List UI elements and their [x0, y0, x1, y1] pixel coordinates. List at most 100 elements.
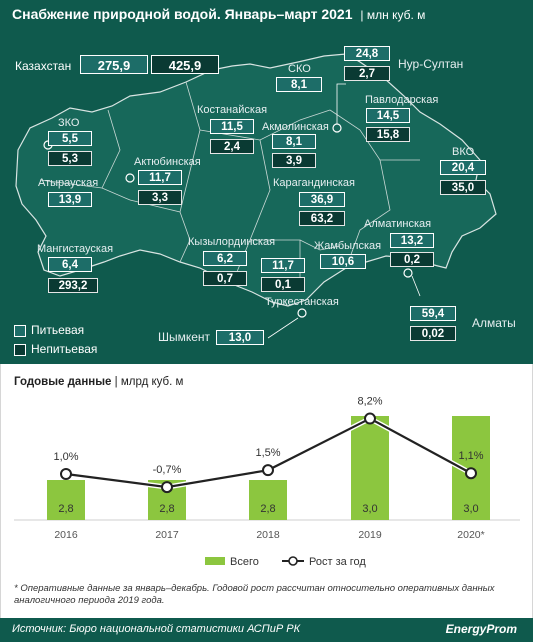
legend-growth-marker — [288, 556, 298, 566]
title-unit-text: млн куб. м — [366, 8, 426, 22]
bar — [249, 480, 287, 520]
region-label: Алматы — [472, 316, 516, 330]
region-non-drinking-value: 3,9 — [272, 153, 316, 168]
growth-point — [161, 481, 173, 494]
region-label: Карагандинская — [273, 177, 355, 189]
x-tick-label: 2016 — [54, 529, 78, 541]
region-label: Костанайская — [197, 104, 268, 116]
x-tick-label: 2018 — [256, 529, 280, 541]
region-drinking-value: 6,2 — [203, 251, 247, 266]
region-non-drinking-value: 3,3 — [138, 190, 182, 205]
region-label: Жамбылская — [314, 240, 382, 252]
source-text: Источник: Бюро национальной статистики А… — [12, 623, 301, 635]
region-drinking-value: 13,0 — [216, 330, 264, 345]
bar-value-label: 2,8 — [58, 503, 73, 515]
region-non-drinking-value: 0,7 — [203, 271, 247, 286]
region-drinking-value: 59,4 — [410, 306, 456, 321]
legend-growth-label: Рост за год — [309, 556, 366, 568]
region-non-drinking-value: 63,2 — [299, 211, 345, 226]
growth-point — [262, 464, 274, 477]
footnote: * Оперативные данные за январь–декабрь. … — [14, 583, 495, 606]
growth-point — [364, 412, 376, 425]
x-tick-label: 2017 — [155, 529, 179, 541]
border-2 — [39, 179, 131, 201]
city-marker-shymkent — [297, 308, 307, 318]
region-label: Алматинская — [364, 218, 432, 230]
region-label: СКО — [288, 63, 311, 75]
legend-drinking-label: Питьевая — [31, 323, 85, 337]
region-non-drinking-value: 0,02 — [410, 326, 456, 341]
x-tick-label: 2020* — [457, 529, 484, 541]
region-drinking-value: 13,9 — [48, 192, 92, 207]
legend-total-swatch — [205, 557, 225, 565]
region-non-drinking-value: 5,3 — [48, 151, 92, 166]
region-non-drinking-value: 2,4 — [210, 139, 254, 154]
region-label: Акмолинская — [262, 121, 329, 133]
border-3 — [129, 199, 191, 263]
growth-value-label: 1,5% — [255, 447, 280, 459]
region-label: Мангистауская — [37, 243, 114, 255]
leader-almaty — [411, 275, 421, 297]
region-non-drinking-value: 2,7 — [344, 66, 390, 81]
legend-drinking-swatch — [14, 325, 26, 337]
region-drinking-value: 36,9 — [299, 192, 345, 207]
annual-chart-title: Годовые данные | млрд куб. м — [14, 376, 184, 388]
kazakhstan-drinking-value: 275,9 — [80, 55, 148, 74]
city-marker-aktobe — [125, 173, 135, 183]
bar-value-label: 3,0 — [362, 503, 377, 515]
kazakhstan-non-drinking-value: 425,9 — [151, 55, 219, 74]
title-unit: | млн куб. м — [360, 8, 426, 22]
region-drinking-value: 13,2 — [390, 233, 434, 248]
region-drinking-value: 11,5 — [210, 119, 254, 134]
border-7 — [329, 109, 420, 161]
region-drinking-value: 11,7 — [261, 258, 305, 273]
border-1 — [101, 109, 121, 189]
annual-title-text: Годовые данные — [14, 376, 112, 388]
region-non-drinking-value: 15,8 — [366, 127, 410, 142]
growth-value-label: 8,2% — [357, 396, 382, 408]
bar — [351, 416, 389, 520]
region-drinking-value: 24,8 — [344, 46, 390, 61]
region-label: Туркестанская — [265, 296, 339, 308]
leader-nursultan — [336, 83, 346, 124]
legend-total-label: Всего — [230, 556, 259, 568]
footer: Источник: Бюро национальной статистики А… — [0, 618, 533, 642]
leader-shymkent — [267, 317, 299, 339]
region-drinking-value: 10,6 — [320, 254, 366, 269]
region-label: Атырауская — [38, 177, 99, 189]
bar — [47, 480, 85, 520]
city-marker-almaty — [403, 268, 413, 278]
border-5 — [199, 109, 331, 141]
growth-point — [60, 468, 72, 480]
x-tick-label: 2019 — [358, 529, 382, 541]
region-drinking-value: 5,5 — [48, 131, 92, 146]
growth-value-label: -0,7% — [153, 464, 182, 476]
growth-value-label: 1,1% — [458, 450, 483, 462]
region-label: Кызылординская — [188, 236, 276, 248]
region-label: Павлодарская — [365, 94, 439, 106]
legend-non-drinking-label: Непитьевая — [31, 342, 98, 356]
brand-logo: EnergyProm — [445, 622, 517, 636]
annual-unit-text: млрд куб. м — [120, 376, 184, 388]
legend-non-drinking-swatch — [14, 344, 26, 356]
region-drinking-value: 8,1 — [272, 134, 316, 149]
region-non-drinking-value: 35,0 — [440, 180, 486, 195]
region-label: ВКО — [452, 146, 475, 158]
bar-value-label: 2,8 — [260, 503, 275, 515]
border-9 — [299, 239, 341, 251]
growth-value-label: 1,0% — [53, 451, 78, 463]
region-label: Шымкент — [158, 330, 211, 344]
region-drinking-value: 6,4 — [48, 257, 92, 272]
kazakhstan-label: Казахстан — [15, 59, 72, 73]
bar-value-label: 3,0 — [463, 503, 478, 515]
region-drinking-value: 8,1 — [276, 77, 322, 92]
region-non-drinking-value: 0,1 — [261, 277, 305, 292]
growth-point — [465, 467, 477, 480]
region-drinking-value: 20,4 — [440, 160, 486, 175]
map-panel: Снабжение природной водой. Январь–март 2… — [0, 0, 533, 364]
region-non-drinking-value: 0,2 — [390, 252, 434, 267]
page-title: Снабжение природной водой. Январь–март 2… — [12, 6, 425, 22]
region-label: Нур-Султан — [398, 57, 464, 71]
region-non-drinking-value: 293,2 — [48, 278, 98, 293]
region-label: ЗКО — [58, 117, 80, 129]
